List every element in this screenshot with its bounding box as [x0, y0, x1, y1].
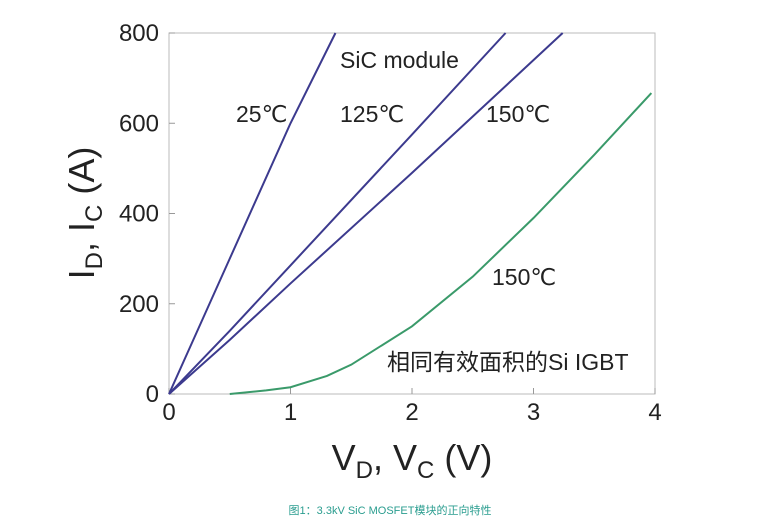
annotation: 150℃	[492, 264, 556, 290]
series-line	[168, 32, 507, 395]
label-part: , V	[373, 437, 417, 478]
label-sub: D	[356, 457, 373, 484]
annotation: SiC module	[340, 47, 459, 73]
y-axis-label: ID, IC (A)	[61, 147, 108, 280]
label-sub: C	[81, 205, 108, 222]
label-part: , I	[61, 222, 102, 252]
plot-frame	[168, 32, 656, 395]
annotation: 25℃	[236, 101, 287, 127]
label-part: I	[61, 269, 102, 279]
label-part: V	[332, 437, 356, 478]
y-tick-label: 200	[119, 291, 159, 318]
y-tick-label: 800	[119, 20, 159, 47]
series-line	[168, 32, 564, 395]
x-axis-label: VD, VC (V)	[332, 437, 493, 484]
series-line	[229, 92, 653, 395]
series-line	[168, 32, 337, 395]
x-tick-label: 1	[284, 399, 297, 426]
label-part: (A)	[61, 147, 102, 205]
y-tick-label: 0	[146, 381, 159, 408]
caption: 图1：3.3kV SiC MOSFET模块的正向特性	[289, 503, 492, 517]
y-tick-label: 400	[119, 201, 159, 228]
label-sub: D	[81, 252, 108, 269]
annotation: 相同有效面积的Si IGBT	[387, 349, 629, 375]
annotation: 125℃	[340, 101, 404, 127]
x-tick-label: 2	[405, 399, 418, 426]
label-part: (V)	[434, 437, 492, 478]
label-sub: C	[417, 457, 434, 484]
y-tick-label: 600	[119, 110, 159, 137]
x-tick-label: 0	[162, 399, 175, 426]
x-tick-label: 3	[527, 399, 540, 426]
annotation: 150℃	[486, 101, 550, 127]
x-tick-label: 4	[648, 399, 661, 426]
